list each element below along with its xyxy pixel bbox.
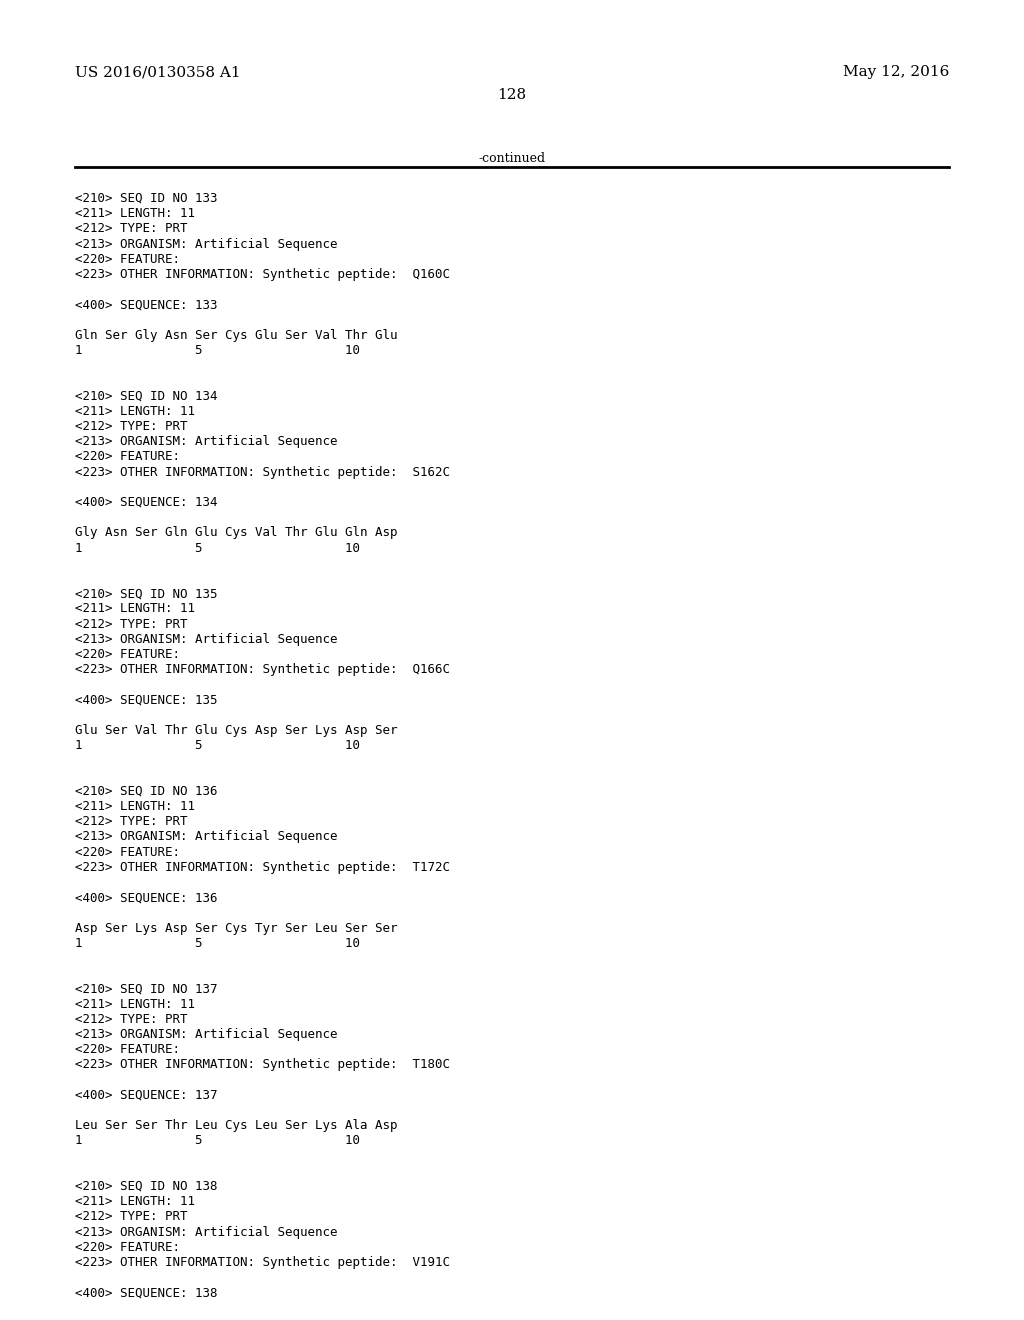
Text: 1               5                   10: 1 5 10: [75, 541, 360, 554]
Text: <212> TYPE: PRT: <212> TYPE: PRT: [75, 618, 187, 631]
Text: <400> SEQUENCE: 136: <400> SEQUENCE: 136: [75, 891, 217, 904]
Text: Leu Ser Ser Thr Leu Cys Leu Ser Lys Ala Asp: Leu Ser Ser Thr Leu Cys Leu Ser Lys Ala …: [75, 1119, 397, 1133]
Text: <211> LENGTH: 11: <211> LENGTH: 11: [75, 800, 195, 813]
Text: <211> LENGTH: 11: <211> LENGTH: 11: [75, 207, 195, 220]
Text: <212> TYPE: PRT: <212> TYPE: PRT: [75, 816, 187, 828]
Text: -continued: -continued: [478, 152, 546, 165]
Text: 1               5                   10: 1 5 10: [75, 1134, 360, 1147]
Text: <400> SEQUENCE: 137: <400> SEQUENCE: 137: [75, 1089, 217, 1102]
Text: <223> OTHER INFORMATION: Synthetic peptide:  Q166C: <223> OTHER INFORMATION: Synthetic pepti…: [75, 663, 450, 676]
Text: <213> ORGANISM: Artificial Sequence: <213> ORGANISM: Artificial Sequence: [75, 436, 338, 449]
Text: <213> ORGANISM: Artificial Sequence: <213> ORGANISM: Artificial Sequence: [75, 632, 338, 645]
Text: <212> TYPE: PRT: <212> TYPE: PRT: [75, 1012, 187, 1026]
Text: <212> TYPE: PRT: <212> TYPE: PRT: [75, 420, 187, 433]
Text: US 2016/0130358 A1: US 2016/0130358 A1: [75, 65, 241, 79]
Text: <223> OTHER INFORMATION: Synthetic peptide:  T180C: <223> OTHER INFORMATION: Synthetic pepti…: [75, 1059, 450, 1072]
Text: <210> SEQ ID NO 135: <210> SEQ ID NO 135: [75, 587, 217, 601]
Text: <220> FEATURE:: <220> FEATURE:: [75, 846, 180, 858]
Text: May 12, 2016: May 12, 2016: [843, 65, 949, 79]
Text: <220> FEATURE:: <220> FEATURE:: [75, 253, 180, 265]
Text: <210> SEQ ID NO 134: <210> SEQ ID NO 134: [75, 389, 217, 403]
Text: <223> OTHER INFORMATION: Synthetic peptide:  S162C: <223> OTHER INFORMATION: Synthetic pepti…: [75, 466, 450, 479]
Text: <213> ORGANISM: Artificial Sequence: <213> ORGANISM: Artificial Sequence: [75, 1225, 338, 1238]
Text: <210> SEQ ID NO 136: <210> SEQ ID NO 136: [75, 785, 217, 797]
Text: Gln Ser Gly Asn Ser Cys Glu Ser Val Thr Glu: Gln Ser Gly Asn Ser Cys Glu Ser Val Thr …: [75, 329, 397, 342]
Text: <210> SEQ ID NO 138: <210> SEQ ID NO 138: [75, 1180, 217, 1193]
Text: <212> TYPE: PRT: <212> TYPE: PRT: [75, 1210, 187, 1224]
Text: <211> LENGTH: 11: <211> LENGTH: 11: [75, 405, 195, 418]
Text: <223> OTHER INFORMATION: Synthetic peptide:  T172C: <223> OTHER INFORMATION: Synthetic pepti…: [75, 861, 450, 874]
Text: <211> LENGTH: 11: <211> LENGTH: 11: [75, 998, 195, 1011]
Text: <212> TYPE: PRT: <212> TYPE: PRT: [75, 222, 187, 235]
Text: <210> SEQ ID NO 133: <210> SEQ ID NO 133: [75, 191, 217, 205]
Text: 128: 128: [498, 88, 526, 102]
Text: <211> LENGTH: 11: <211> LENGTH: 11: [75, 1195, 195, 1208]
Text: 1               5                   10: 1 5 10: [75, 937, 360, 950]
Text: <213> ORGANISM: Artificial Sequence: <213> ORGANISM: Artificial Sequence: [75, 1028, 338, 1041]
Text: <213> ORGANISM: Artificial Sequence: <213> ORGANISM: Artificial Sequence: [75, 238, 338, 251]
Text: <223> OTHER INFORMATION: Synthetic peptide:  V191C: <223> OTHER INFORMATION: Synthetic pepti…: [75, 1257, 450, 1269]
Text: <210> SEQ ID NO 137: <210> SEQ ID NO 137: [75, 982, 217, 995]
Text: <220> FEATURE:: <220> FEATURE:: [75, 648, 180, 661]
Text: <400> SEQUENCE: 135: <400> SEQUENCE: 135: [75, 693, 217, 706]
Text: <220> FEATURE:: <220> FEATURE:: [75, 1241, 180, 1254]
Text: <400> SEQUENCE: 134: <400> SEQUENCE: 134: [75, 496, 217, 510]
Text: <400> SEQUENCE: 133: <400> SEQUENCE: 133: [75, 298, 217, 312]
Text: <213> ORGANISM: Artificial Sequence: <213> ORGANISM: Artificial Sequence: [75, 830, 338, 843]
Text: Glu Ser Val Thr Glu Cys Asp Ser Lys Asp Ser: Glu Ser Val Thr Glu Cys Asp Ser Lys Asp …: [75, 723, 397, 737]
Text: Asp Ser Lys Asp Ser Cys Tyr Ser Leu Ser Ser: Asp Ser Lys Asp Ser Cys Tyr Ser Leu Ser …: [75, 921, 397, 935]
Text: <211> LENGTH: 11: <211> LENGTH: 11: [75, 602, 195, 615]
Text: Gly Asn Ser Gln Glu Cys Val Thr Glu Gln Asp: Gly Asn Ser Gln Glu Cys Val Thr Glu Gln …: [75, 527, 397, 540]
Text: <220> FEATURE:: <220> FEATURE:: [75, 1043, 180, 1056]
Text: <220> FEATURE:: <220> FEATURE:: [75, 450, 180, 463]
Text: <400> SEQUENCE: 138: <400> SEQUENCE: 138: [75, 1287, 217, 1299]
Text: <223> OTHER INFORMATION: Synthetic peptide:  Q160C: <223> OTHER INFORMATION: Synthetic pepti…: [75, 268, 450, 281]
Text: 1               5                   10: 1 5 10: [75, 739, 360, 752]
Text: 1               5                   10: 1 5 10: [75, 345, 360, 356]
